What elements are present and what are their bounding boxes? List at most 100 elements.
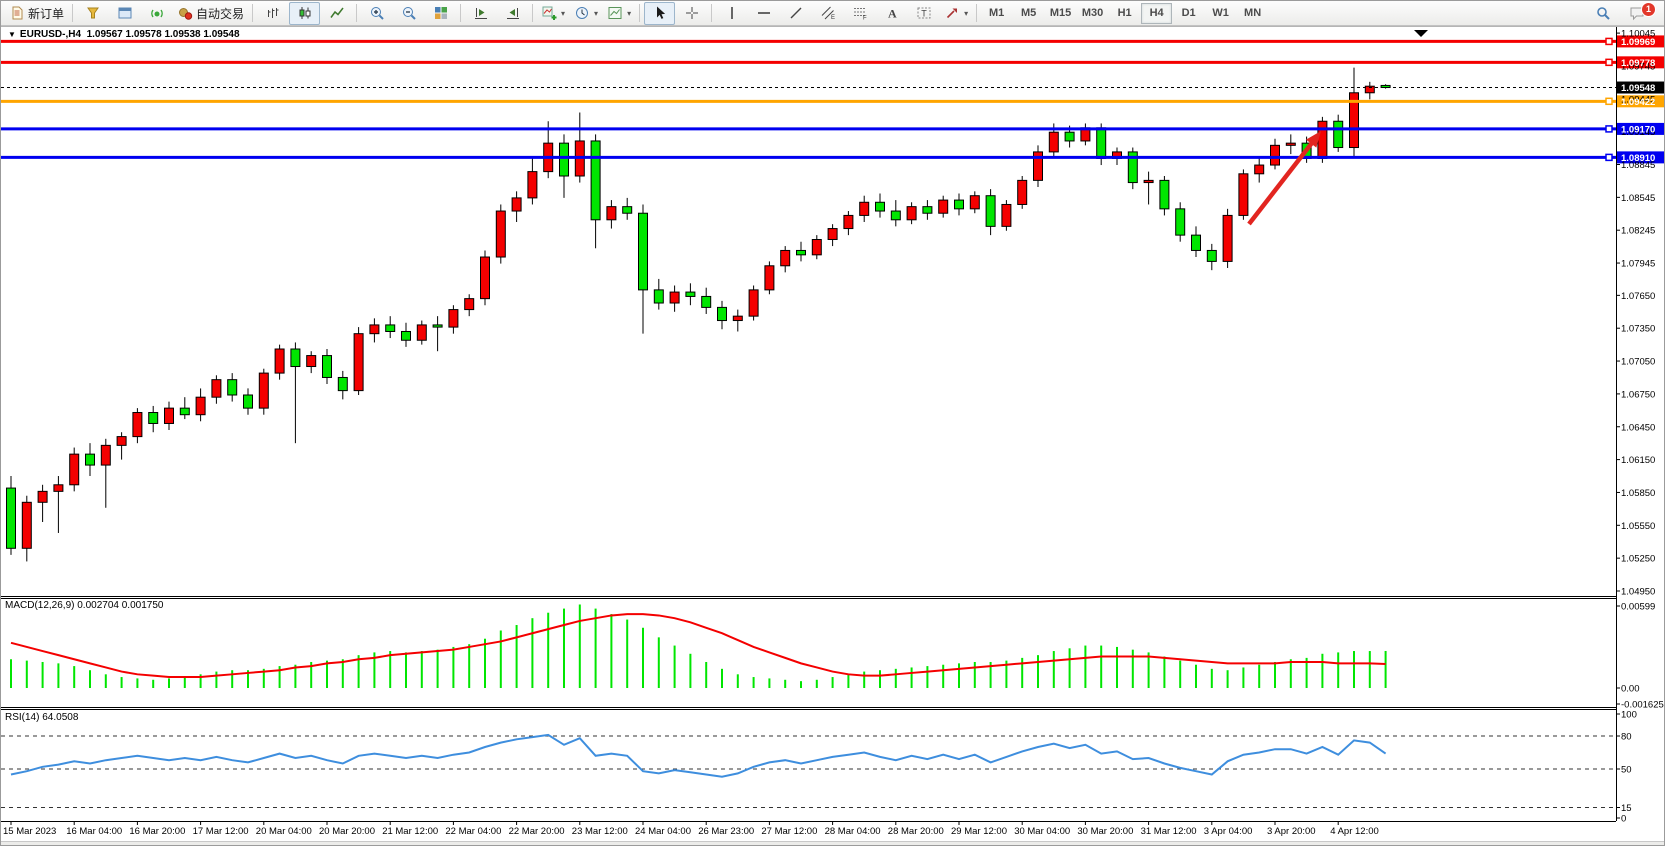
- candle: [290, 342, 301, 444]
- candle-body: [495, 210, 506, 258]
- new-order-button[interactable]: 新订单: [5, 2, 68, 25]
- macd-histogram-bar: [89, 670, 91, 688]
- notifications-button[interactable]: 1: [1621, 1, 1656, 25]
- macd-histogram-bar: [689, 653, 692, 688]
- candle: [1380, 84, 1391, 89]
- timeframe-button-m5[interactable]: M5: [1020, 7, 1037, 19]
- timeframe-button-h4[interactable]: H4: [1141, 2, 1173, 24]
- timeframe-button-h1[interactable]: H1: [1117, 7, 1132, 19]
- autotrading-button[interactable]: 自动交易: [173, 2, 248, 25]
- macd-histogram-bar: [721, 668, 723, 688]
- macd-histogram-bar: [215, 671, 218, 688]
- trendline-button[interactable]: [780, 2, 811, 25]
- candle-body: [258, 372, 269, 409]
- macd-histogram-bar: [1116, 646, 1118, 688]
- macd-histogram-bar: [531, 618, 534, 688]
- line-handle[interactable]: [1605, 97, 1613, 106]
- candle: [322, 349, 332, 385]
- signals-button[interactable]: [141, 2, 172, 25]
- timeframe-button-m15[interactable]: M15: [1049, 7, 1072, 19]
- candle-body: [969, 195, 980, 210]
- auto-scroll-icon: [474, 8, 487, 19]
- timeframe-button-d1[interactable]: D1: [1181, 7, 1196, 19]
- candle: [1159, 175, 1170, 216]
- bar-chart-button[interactable]: [257, 2, 288, 25]
- vertical-line-button[interactable]: [716, 2, 747, 25]
- chart-shift-marker[interactable]: [1414, 30, 1428, 37]
- chart-menu-icon[interactable]: ▼: [8, 30, 16, 39]
- timeframe-button-m30[interactable]: M30: [1081, 7, 1104, 19]
- price-tick-label: 1.08845: [1621, 160, 1655, 171]
- candle-body: [1206, 249, 1217, 262]
- candle: [796, 241, 806, 262]
- horizontal-line-button[interactable]: [748, 2, 779, 25]
- line-handle[interactable]: [1605, 125, 1613, 133]
- candle: [1175, 202, 1186, 242]
- timeframe-button-w1[interactable]: W1: [1212, 7, 1229, 19]
- price-line-label-text: 1.09778: [1621, 58, 1655, 69]
- fibonacci-button[interactable]: F: [844, 2, 875, 25]
- search-button[interactable]: [1587, 2, 1618, 25]
- candlestick-chart-button[interactable]: [289, 1, 321, 25]
- dropdown-arrow-icon[interactable]: ▾: [561, 8, 566, 18]
- candle: [164, 401, 174, 431]
- chart-shift-button[interactable]: [497, 2, 528, 25]
- data-window-button[interactable]: [109, 2, 140, 25]
- candle-body: [116, 436, 127, 446]
- candle-body: [780, 249, 791, 267]
- candle-body: [1270, 144, 1280, 166]
- line-handle[interactable]: [1605, 37, 1613, 46]
- candle-body: [464, 298, 475, 311]
- candle-body: [1143, 179, 1154, 184]
- crosshair-button[interactable]: [676, 2, 707, 25]
- toolbar-separator: [460, 4, 462, 22]
- tile-windows-button[interactable]: [425, 2, 456, 25]
- zoom-out-button[interactable]: [393, 2, 424, 25]
- line-handle[interactable]: [1605, 58, 1613, 67]
- candle: [1254, 158, 1265, 183]
- macd-histogram-bar: [1305, 657, 1308, 688]
- dropdown-arrow-icon[interactable]: ▾: [594, 8, 599, 18]
- candle-body: [1017, 179, 1028, 205]
- line-chart-button[interactable]: [321, 2, 352, 25]
- timeframe-button-m1[interactable]: M1: [988, 7, 1005, 19]
- candle-body: [448, 309, 459, 328]
- candle-body: [653, 289, 664, 304]
- macd-histogram-bar: [1005, 660, 1008, 688]
- zoom-in-button[interactable]: [361, 2, 392, 25]
- macd-histogram-bar: [420, 651, 423, 688]
- macd-histogram-bar: [1179, 660, 1182, 688]
- macd-histogram-bar: [1384, 650, 1387, 688]
- candle-body: [480, 256, 490, 300]
- candle-body: [669, 291, 680, 304]
- chart-title[interactable]: ▼ EURUSD-,H4 1.09567 1.09578 1.09538 1.0…: [8, 29, 240, 40]
- time-axis[interactable]: [10, 821, 1339, 825]
- line-handle[interactable]: [1605, 153, 1613, 162]
- price-axis[interactable]: [1616, 32, 1665, 592]
- auto-scroll-button[interactable]: [465, 2, 496, 25]
- trend-arrow[interactable]: [1247, 131, 1321, 226]
- rsi-panel: [1, 713, 1620, 819]
- cursor-button[interactable]: [644, 1, 676, 25]
- macd-histogram-bar: [1353, 651, 1355, 688]
- channel-button[interactable]: E: [812, 2, 843, 25]
- text-label-button[interactable]: T: [908, 2, 939, 25]
- dropdown-arrow-icon[interactable]: ▾: [627, 8, 632, 18]
- text-button[interactable]: A: [876, 2, 907, 25]
- macd-tick-label: 0.00: [1621, 684, 1640, 695]
- periods-button[interactable]: ▾: [570, 2, 602, 25]
- candle-body: [890, 210, 901, 221]
- arrows-button[interactable]: ▾: [940, 2, 972, 25]
- chart-background[interactable]: [1, 26, 1665, 841]
- dropdown-arrow-icon[interactable]: ▾: [964, 8, 969, 18]
- candle-body: [1127, 151, 1138, 184]
- templates-button[interactable]: ▾: [603, 2, 635, 25]
- market-watch-button[interactable]: [77, 2, 108, 25]
- timeframe-button-mn[interactable]: MN: [1244, 7, 1262, 19]
- add-indicator-button[interactable]: ▾: [537, 2, 569, 25]
- macd-histogram-bar: [1337, 652, 1340, 688]
- price-tick-label: 1.05250: [1621, 554, 1655, 565]
- chart-canvas[interactable]: 1.10045 1.09745 1.09445 1.09145 1.08845 1.085…: [1, 26, 1665, 841]
- macd-histogram-bar: [847, 674, 850, 688]
- time-tick-label: 21 Mar 12:00: [382, 826, 438, 837]
